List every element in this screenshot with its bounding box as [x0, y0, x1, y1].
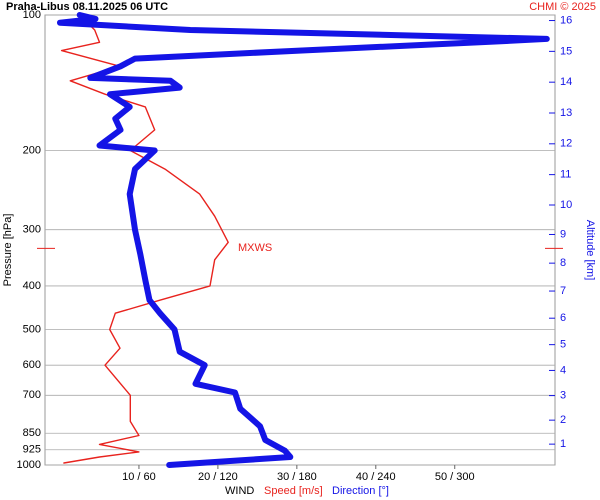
y-tick-label: 300 — [23, 224, 41, 236]
y-tick-label: 200 — [23, 144, 41, 156]
x-tick-label: 40 / 240 — [356, 471, 396, 483]
x-axis-label: WIND — [225, 485, 254, 497]
y-tick-label: 600 — [23, 359, 41, 371]
x-tick-label: 30 / 180 — [277, 471, 317, 483]
y2-tick-label: 5 — [560, 339, 566, 351]
y2-tick-label: 1 — [560, 438, 566, 450]
y-tick-label: 1000 — [17, 459, 41, 471]
y-tick-label: 850 — [23, 427, 41, 439]
y2-axis-label: Altitude [km] — [584, 220, 596, 281]
y-tick-label: 925 — [23, 444, 41, 456]
y2-tick-label: 14 — [560, 76, 572, 88]
y-tick-label: 700 — [23, 389, 41, 401]
y2-tick-label: 8 — [560, 257, 566, 269]
y2-tick-label: 16 — [560, 14, 572, 26]
x-axis-label-direction: Direction [°] — [332, 485, 389, 497]
x-axis-label-speed: Speed [m/s] — [264, 485, 323, 497]
annotation: MXWS — [238, 242, 272, 254]
x-tick-label: 10 / 60 — [122, 471, 156, 483]
plot-frame — [44, 14, 556, 466]
y-tick-label: 400 — [23, 280, 41, 292]
series-line — [57, 12, 550, 468]
y2-tick-label: 4 — [560, 364, 566, 376]
y-tick-label: 500 — [23, 323, 41, 335]
y2-tick-label: 11 — [560, 169, 571, 181]
x-tick-label: 50 / 300 — [435, 471, 475, 483]
x-tick-label: 20 / 120 — [198, 471, 238, 483]
y2-tick-label: 15 — [560, 45, 572, 57]
y2-tick-label: 2 — [560, 414, 566, 426]
y2-tick-label: 9 — [560, 228, 566, 240]
credit: CHMI © 2025 — [529, 1, 596, 13]
chart-title: Praha-Libus 08.11.2025 06 UTC — [6, 1, 168, 13]
y2-tick-label: 13 — [560, 107, 572, 119]
y2-tick-label: 6 — [560, 312, 566, 324]
y2-tick-label: 3 — [560, 390, 566, 402]
y2-tick-label: 12 — [560, 138, 572, 150]
y-axis-label: Pressure [hPa] — [2, 214, 14, 287]
y-tick-label: 100 — [23, 9, 41, 21]
y2-tick-label: 10 — [560, 199, 572, 211]
y2-tick-label: 7 — [560, 285, 566, 297]
